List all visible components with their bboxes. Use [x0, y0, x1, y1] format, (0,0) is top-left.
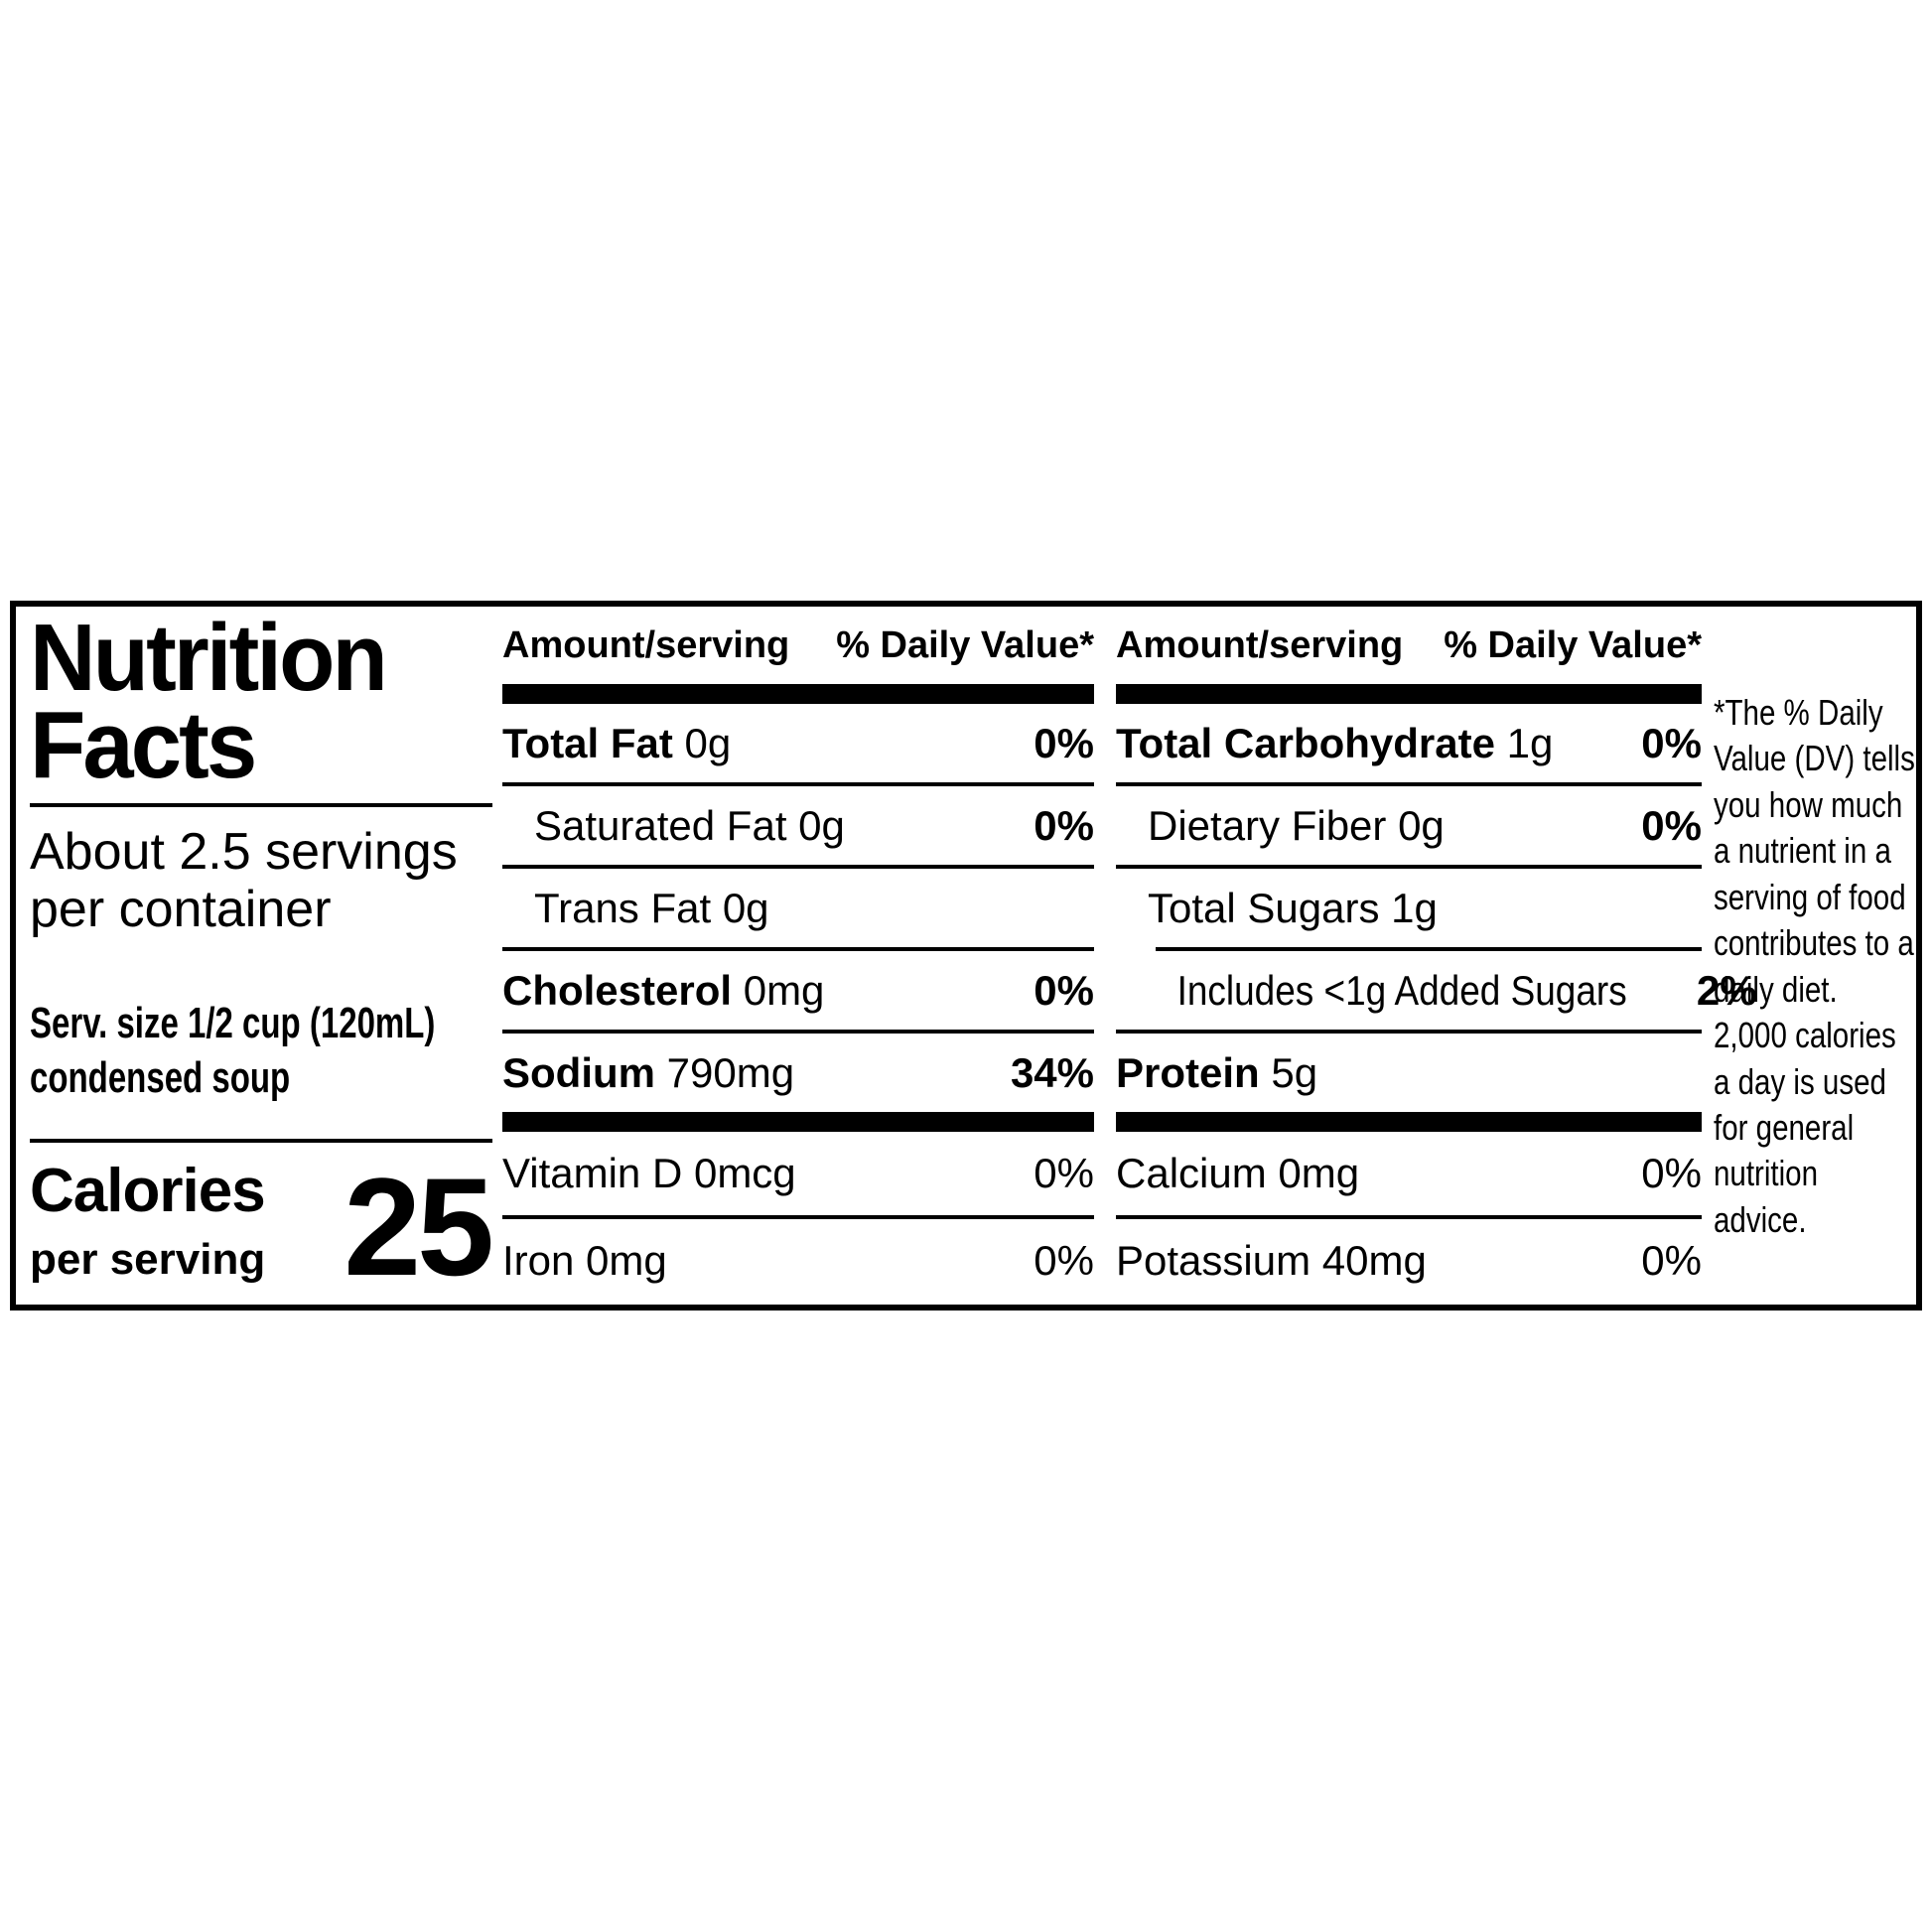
nutrient-label: Saturated Fat 0g: [534, 801, 845, 849]
row-divider-rule: [502, 865, 1094, 869]
row-divider-rule: [1116, 1030, 1702, 1034]
nutrient-label: Includes <1g Added Sugars: [1176, 966, 1627, 1014]
nutrient-row: Trans Fat 0g: [502, 869, 1094, 947]
row-divider-rule: [1156, 947, 1702, 951]
nutrient-daily-value: 0%: [1034, 966, 1094, 1014]
daily-value-footnote: *The % Daily Value (DV) tells you how mu…: [1714, 692, 1915, 1240]
nutrient-daily-value: 0%: [1641, 1237, 1702, 1284]
servings-per-container: About 2.5 servings per container: [30, 823, 492, 938]
calories-section: Calories per serving 25: [30, 1149, 494, 1306]
nutrient-daily-value: 0%: [1641, 719, 1702, 766]
row-divider-rule: [1116, 865, 1702, 869]
nutrient-row: Total Carbohydrate 1g 0%: [1116, 704, 1702, 782]
nutrient-row: Dietary Fiber 0g 0%: [1116, 786, 1702, 865]
serving-size-line-1: Serv. size 1/2 cup (120mL): [30, 999, 436, 1048]
row-divider-rule: [1116, 782, 1702, 786]
section-divider-bar: [1116, 684, 1702, 704]
vitamin-nutrients: Vitamin D 0mcg 0% Iron 0mg 0%: [502, 1132, 1094, 1303]
title-line-2: Facts: [30, 692, 257, 799]
nutrient-daily-value: 0%: [1034, 719, 1094, 766]
nutrient-label: Calcium 0mg: [1116, 1150, 1360, 1196]
nutrient-row: Protein 5g: [1116, 1034, 1702, 1112]
section-divider-bar: [502, 1112, 1094, 1132]
nutrient-row: Saturated Fat 0g 0%: [502, 786, 1094, 865]
section-divider-bar: [1116, 1112, 1702, 1132]
nutrient-daily-value: 0%: [1034, 1237, 1094, 1284]
serving-size-line-2: condensed soup: [30, 1053, 291, 1103]
serving-size: Serv. size 1/2 cup (120mL) condensed sou…: [30, 996, 492, 1107]
calories-per-serving: per serving: [30, 1235, 266, 1285]
nutrient-daily-value: 34%: [1010, 1048, 1094, 1096]
calories-word: Calories: [30, 1157, 266, 1226]
label-left-panel: Nutrition Facts About 2.5 servings per c…: [16, 605, 494, 1306]
nutrient-label: Total Sugars 1g: [1148, 884, 1438, 931]
row-divider-rule: [1116, 1215, 1702, 1219]
nutrient-row: Sodium 790mg 34%: [502, 1034, 1094, 1112]
amount-per-serving-header: Amount/serving: [502, 623, 790, 666]
nutrient-daily-value: 0%: [1034, 801, 1094, 849]
nutrient-label: Protein 5g: [1116, 1048, 1318, 1096]
row-divider-rule: [502, 947, 1094, 951]
column-header: Amount/serving % Daily Value*: [502, 607, 1094, 684]
nutrition-facts-label: Nutrition Facts About 2.5 servings per c…: [10, 601, 1922, 1311]
row-divider-rule: [502, 1030, 1094, 1034]
nutrient-row: Total Sugars 1g: [1116, 869, 1702, 947]
nutrient-label: Vitamin D 0mcg: [502, 1150, 796, 1196]
nutrient-row: Includes <1g Added Sugars 2%: [1116, 951, 1757, 1030]
calories-value: 25: [344, 1149, 494, 1306]
nutrient-label: Cholesterol 0mg: [502, 966, 825, 1014]
section-divider-bar: [502, 684, 1094, 704]
nutrient-daily-value: 2%: [1696, 966, 1757, 1014]
amount-per-serving-header: Amount/serving: [1116, 623, 1404, 666]
row-divider-rule: [502, 782, 1094, 786]
nutrient-daily-value: 0%: [1641, 1150, 1702, 1196]
row-divider-rule: [502, 1215, 1094, 1219]
nutrient-row: Total Fat 0g 0%: [502, 704, 1094, 782]
nutrient-row: Potassium 40mg 0%: [1116, 1219, 1702, 1303]
nutrient-row: Cholesterol 0mg 0%: [502, 951, 1094, 1030]
nutrient-row: Calcium 0mg 0%: [1116, 1132, 1702, 1215]
nutrient-label: Iron 0mg: [502, 1237, 667, 1284]
nutrient-column-2: Amount/serving % Daily Value* Total Carb…: [1116, 607, 1757, 1305]
main-nutrients: Total Fat 0g 0% Saturated Fat 0g 0% Trans Fa…: [502, 704, 1094, 1112]
nutrient-label: Trans Fat 0g: [534, 884, 769, 931]
nutrient-row: Iron 0mg 0%: [502, 1219, 1094, 1303]
nutrient-label: Potassium 40mg: [1116, 1237, 1427, 1284]
nutrient-daily-value: 0%: [1034, 1150, 1094, 1196]
main-nutrients: Total Carbohydrate 1g 0% Dietary Fiber 0g 0…: [1116, 704, 1757, 1112]
column-header: Amount/serving % Daily Value*: [1116, 607, 1702, 684]
nutrient-label: Total Fat 0g: [502, 719, 732, 766]
nutrient-row: Vitamin D 0mcg 0%: [502, 1132, 1094, 1215]
vitamin-nutrients: Calcium 0mg 0% Potassium 40mg 0%: [1116, 1132, 1702, 1303]
daily-value-header: % Daily Value*: [836, 623, 1094, 666]
servings-line-1: About 2.5 servings: [30, 822, 458, 881]
nutrient-label: Sodium 790mg: [502, 1048, 795, 1096]
nutrient-label: Total Carbohydrate 1g: [1116, 719, 1554, 766]
nutrient-column-1: Amount/serving % Daily Value* Total Fat …: [502, 607, 1094, 1305]
divider-rule: [30, 1139, 492, 1144]
nutrient-label: Dietary Fiber 0g: [1148, 801, 1445, 849]
nutrient-daily-value: 0%: [1641, 801, 1702, 849]
nutrition-facts-title: Nutrition Facts: [30, 605, 474, 799]
daily-value-header: % Daily Value*: [1444, 623, 1702, 666]
divider-rule: [30, 802, 492, 807]
calories-label-block: Calories per serving: [30, 1157, 266, 1285]
title-line-1: Nutrition: [30, 605, 388, 711]
servings-line-2: per container: [30, 880, 332, 938]
footnote-column: *The % Daily Value (DV) tells you how mu…: [1714, 607, 1915, 1305]
